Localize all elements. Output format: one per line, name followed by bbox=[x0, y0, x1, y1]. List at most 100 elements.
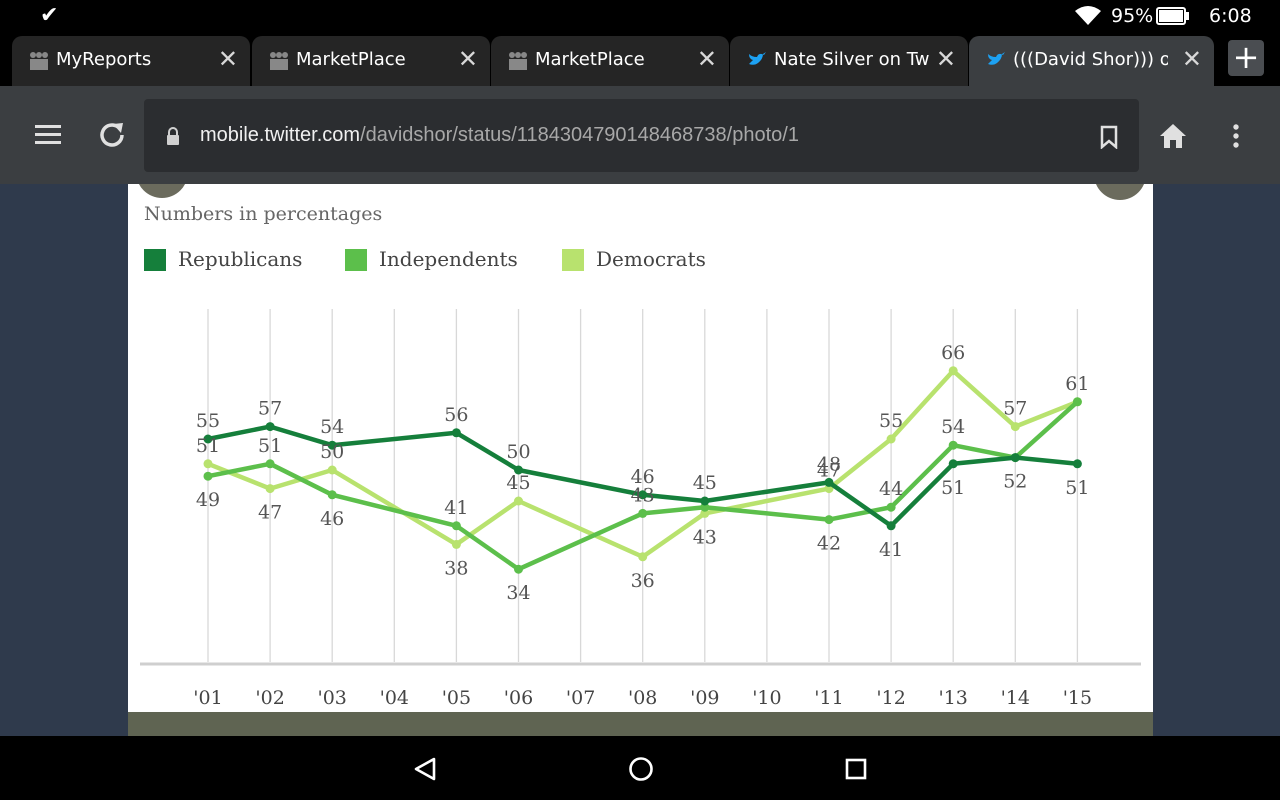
data-point bbox=[327, 440, 337, 450]
data-point bbox=[1072, 397, 1082, 407]
address-bar[interactable]: mobile.twitter.com/davidshor/status/1184… bbox=[144, 99, 1139, 172]
reload-icon[interactable] bbox=[96, 119, 128, 151]
x-tick-label: '01 bbox=[193, 687, 222, 709]
x-tick-label: '03 bbox=[317, 687, 346, 709]
x-tick-label: '05 bbox=[442, 687, 471, 709]
data-point bbox=[700, 508, 710, 518]
x-tick-label: '11 bbox=[814, 687, 843, 709]
data-label: 48 bbox=[817, 453, 841, 475]
more-options-icon[interactable] bbox=[1229, 122, 1243, 150]
data-point bbox=[1072, 459, 1082, 469]
data-label: 34 bbox=[506, 582, 530, 604]
data-label: 51 bbox=[258, 435, 282, 457]
close-icon[interactable]: ✕ bbox=[696, 45, 717, 73]
data-point bbox=[886, 502, 896, 512]
x-tick-label: '08 bbox=[628, 687, 657, 709]
data-label: 41 bbox=[879, 539, 903, 561]
data-point bbox=[700, 496, 710, 506]
browser-toolbar: mobile.twitter.com/davidshor/status/1184… bbox=[0, 86, 1280, 184]
data-point bbox=[265, 459, 275, 469]
new-tab-button[interactable]: + bbox=[1228, 40, 1264, 76]
data-label: 50 bbox=[320, 441, 344, 463]
x-tick-label: '14 bbox=[1001, 687, 1030, 709]
more-photo-button[interactable] bbox=[1094, 184, 1146, 200]
data-point bbox=[638, 508, 648, 518]
twitter-bird-icon bbox=[988, 52, 1005, 65]
data-point bbox=[451, 539, 461, 549]
data-point bbox=[451, 428, 461, 438]
recent-apps-icon[interactable] bbox=[844, 756, 868, 782]
home-icon[interactable] bbox=[1159, 123, 1187, 149]
data-point bbox=[203, 459, 213, 469]
data-label: 44 bbox=[879, 478, 903, 500]
status-bar: ✔ 95% 6:08 bbox=[0, 0, 1280, 32]
legend-swatch bbox=[144, 249, 166, 271]
data-label: 49 bbox=[196, 489, 220, 511]
data-label: 45 bbox=[693, 472, 717, 494]
series-line-independents bbox=[207, 400, 1079, 572]
x-tick-label: '02 bbox=[255, 687, 284, 709]
tab-david-shor[interactable]: (((David Shor))) on T ✕ bbox=[969, 36, 1214, 86]
bookmark-icon[interactable] bbox=[1100, 125, 1118, 149]
close-icon[interactable]: ✕ bbox=[1181, 45, 1202, 73]
data-point bbox=[327, 465, 337, 475]
tab-strip: MyReports ✕ MarketPlace ✕ MarketPlace ✕ … bbox=[0, 32, 1280, 86]
tab-nate-silver[interactable]: Nate Silver on Twitt ✕ bbox=[730, 36, 968, 86]
tab-label: MyReports bbox=[56, 49, 152, 70]
data-label: 52 bbox=[1003, 471, 1027, 493]
people-icon bbox=[509, 52, 527, 70]
tab-label: Nate Silver on Twitt bbox=[774, 49, 929, 70]
data-point bbox=[203, 471, 213, 481]
legend-label: Democrats bbox=[596, 247, 706, 271]
data-label: 42 bbox=[817, 533, 841, 555]
tab-label: MarketPlace bbox=[296, 49, 406, 70]
download-done-icon: ✔ bbox=[40, 3, 59, 28]
tab-marketplace-2[interactable]: MarketPlace ✕ bbox=[491, 36, 729, 86]
data-point bbox=[824, 515, 834, 525]
tab-myreports[interactable]: MyReports ✕ bbox=[12, 36, 250, 86]
menu-icon[interactable] bbox=[34, 123, 62, 145]
x-tick-label: '09 bbox=[690, 687, 719, 709]
close-icon[interactable]: ✕ bbox=[457, 45, 478, 73]
data-label: 43 bbox=[693, 526, 717, 548]
x-tick-label: '04 bbox=[380, 687, 409, 709]
close-icon[interactable]: ✕ bbox=[217, 45, 238, 73]
data-point bbox=[514, 496, 523, 506]
tab-label: (((David Shor))) on T bbox=[1013, 49, 1168, 70]
chart-subtitle: Numbers in percentages bbox=[144, 203, 382, 225]
data-label: 43 bbox=[631, 484, 655, 506]
series-line-republicans bbox=[207, 424, 1078, 529]
data-point bbox=[824, 477, 834, 487]
data-label: 47 bbox=[817, 460, 841, 482]
data-label: 57 bbox=[258, 398, 282, 420]
x-tick-label: '13 bbox=[938, 687, 967, 709]
data-label: 56 bbox=[444, 404, 468, 426]
people-icon bbox=[270, 52, 288, 70]
data-label: 51 bbox=[196, 435, 220, 457]
wifi-icon bbox=[1075, 6, 1101, 25]
tab-label: MarketPlace bbox=[535, 49, 645, 70]
data-point bbox=[886, 521, 896, 531]
battery-icon bbox=[1156, 7, 1189, 25]
back-icon[interactable] bbox=[411, 756, 439, 782]
close-icon[interactable]: ✕ bbox=[935, 45, 956, 73]
clock: 6:08 bbox=[1209, 5, 1252, 27]
data-label: 66 bbox=[941, 342, 965, 364]
lock-icon bbox=[167, 127, 179, 145]
data-label: 38 bbox=[444, 557, 468, 579]
legend-label: Republicans bbox=[178, 247, 302, 271]
data-point bbox=[514, 465, 523, 475]
data-label: 57 bbox=[1003, 398, 1027, 420]
legend-swatch bbox=[562, 249, 584, 271]
data-label: 54 bbox=[941, 416, 965, 438]
tab-marketplace-1[interactable]: MarketPlace ✕ bbox=[252, 36, 490, 86]
home-nav-icon[interactable] bbox=[627, 756, 655, 782]
url-path: /davidshor/status/1184304790148468738/ph… bbox=[360, 124, 799, 146]
close-photo-button[interactable] bbox=[136, 184, 188, 198]
data-label: 46 bbox=[320, 508, 344, 530]
tweet-action-bar bbox=[128, 712, 1153, 736]
data-point bbox=[1010, 453, 1020, 463]
x-tick-label: '12 bbox=[876, 687, 905, 709]
data-point bbox=[265, 422, 275, 432]
data-label: 55 bbox=[879, 410, 903, 432]
